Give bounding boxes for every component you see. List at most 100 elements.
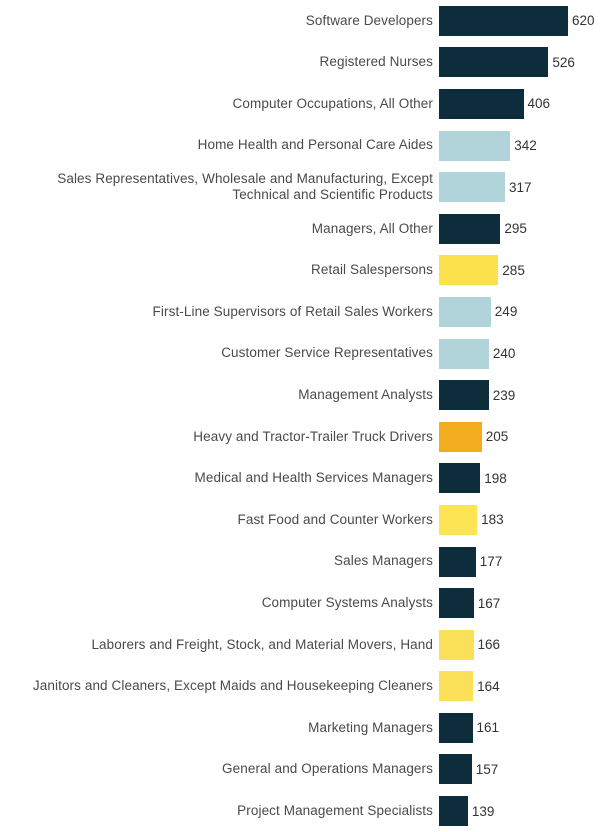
value-label: 183: [481, 512, 504, 528]
bar[interactable]: [439, 88, 524, 119]
bar-cell: 317: [439, 166, 604, 208]
bar[interactable]: [439, 338, 489, 369]
bar-row: Software Developers 620: [0, 0, 604, 42]
bar-cell: 205: [439, 416, 604, 458]
bar[interactable]: [439, 754, 472, 785]
bar[interactable]: [439, 5, 568, 36]
category-label: Fast Food and Counter Workers: [237, 511, 433, 527]
bar-cell: 167: [439, 582, 604, 624]
category-label: Managers, All Other: [311, 220, 433, 236]
value-label: 342: [514, 138, 537, 154]
category-label: Heavy and Tractor-Trailer Truck Drivers: [193, 428, 433, 444]
value-label: 317: [509, 179, 532, 195]
value-label: 205: [485, 429, 509, 445]
bar[interactable]: [439, 463, 481, 494]
bar-row: Project Management Specialists 139: [0, 790, 604, 832]
bar-row: Sales Managers 177: [0, 541, 604, 583]
bar[interactable]: [439, 255, 499, 286]
value-label: 526: [552, 54, 575, 70]
value-label: 161: [476, 720, 500, 736]
category-label: Software Developers: [305, 12, 433, 28]
bar[interactable]: [439, 130, 511, 161]
bar-row: Home Health and Personal Care Aides 342: [0, 125, 604, 167]
bar-cell: 157: [439, 749, 604, 791]
category-label: Medical and Health Services Managers: [194, 470, 433, 486]
bar[interactable]: [439, 796, 468, 827]
bar-cell: 249: [439, 291, 604, 333]
bar-row: Retail Salespersons 285: [0, 250, 604, 292]
value-label: 164: [477, 678, 500, 694]
bar-row: Marketing Managers 161: [0, 707, 604, 749]
category-label: Sales Managers: [334, 553, 433, 569]
category-label: Janitors and Cleaners, Except Maids and …: [32, 678, 433, 694]
value-label: 177: [479, 554, 503, 570]
category-label: First-Line Supervisors of Retail Sales W…: [152, 303, 433, 319]
value-label: 166: [477, 637, 501, 653]
bar-cell: 166: [439, 624, 604, 666]
category-label: Computer Occupations, All Other: [232, 95, 433, 111]
bar-cell: 295: [439, 208, 604, 250]
value-label: 249: [494, 304, 518, 320]
category-label: Marketing Managers: [308, 719, 433, 735]
bar-row: Customer Service Representatives 240: [0, 333, 604, 375]
bar-cell: 285: [439, 250, 604, 292]
bar[interactable]: [439, 671, 474, 702]
bar-cell: 239: [439, 374, 604, 416]
bar-cell: 526: [439, 42, 604, 84]
bar-cell: 139: [439, 790, 604, 832]
category-label: General and Operations Managers: [222, 761, 433, 777]
bar-row: General and Operations Managers 157: [0, 749, 604, 791]
bar-row: First-Line Supervisors of Retail Sales W…: [0, 291, 604, 333]
bar-row: Janitors and Cleaners, Except Maids and …: [0, 666, 604, 708]
bar[interactable]: [439, 504, 478, 535]
bar[interactable]: [439, 546, 476, 577]
bar-cell: 342: [439, 125, 604, 167]
value-label: 139: [471, 803, 495, 819]
value-label: 285: [502, 262, 525, 278]
category-label: Registered Nurses: [319, 54, 433, 70]
category-label: Project Management Specialists: [237, 802, 433, 818]
bar[interactable]: [439, 380, 489, 411]
bar-row: Managers, All Other 295: [0, 208, 604, 250]
category-label: Home Health and Personal Care Aides: [197, 137, 433, 153]
category-label: Management Analysts: [298, 387, 433, 403]
category-label: Computer Systems Analysts: [261, 595, 433, 611]
bar[interactable]: [439, 296, 491, 327]
bar-cell: 406: [439, 83, 604, 125]
bar[interactable]: [439, 213, 501, 244]
value-label: 239: [492, 387, 516, 403]
category-label: Sales Representatives, Wholesale and Man…: [57, 170, 433, 203]
bar[interactable]: [439, 588, 474, 619]
value-label: 406: [527, 96, 551, 112]
category-label: Laborers and Freight, Stock, and Materia…: [91, 636, 433, 652]
bar-cell: 183: [439, 499, 604, 541]
bar[interactable]: [439, 421, 482, 452]
bar-cell: 620: [439, 0, 604, 42]
bar-cell: 198: [439, 458, 604, 500]
bar-row: Computer Systems Analysts 167: [0, 582, 604, 624]
bar-row: Registered Nurses 526: [0, 42, 604, 84]
value-label: 240: [492, 346, 516, 362]
value-label: 198: [484, 470, 507, 486]
bar[interactable]: [439, 629, 474, 660]
bar[interactable]: [439, 172, 505, 203]
bar[interactable]: [439, 712, 473, 743]
value-label: 167: [477, 595, 501, 611]
bar-cell: 240: [439, 333, 604, 375]
bar-row: Fast Food and Counter Workers 183: [0, 499, 604, 541]
value-label: 157: [475, 761, 499, 777]
bar-row: Sales Representatives, Wholesale and Man…: [0, 166, 604, 208]
bar-cell: 164: [439, 666, 604, 708]
bar[interactable]: [439, 47, 549, 78]
value-label: 620: [572, 13, 595, 29]
category-label: Retail Salespersons: [311, 262, 433, 278]
bar-row: Heavy and Tractor-Trailer Truck Drivers …: [0, 416, 604, 458]
bar-row: Laborers and Freight, Stock, and Materia…: [0, 624, 604, 666]
category-label: Customer Service Representatives: [221, 345, 433, 361]
bar-row: Medical and Health Services Managers 198: [0, 458, 604, 500]
bar-cell: 161: [439, 707, 604, 749]
bar-row: Management Analysts 239: [0, 374, 604, 416]
value-label: 295: [504, 221, 527, 237]
